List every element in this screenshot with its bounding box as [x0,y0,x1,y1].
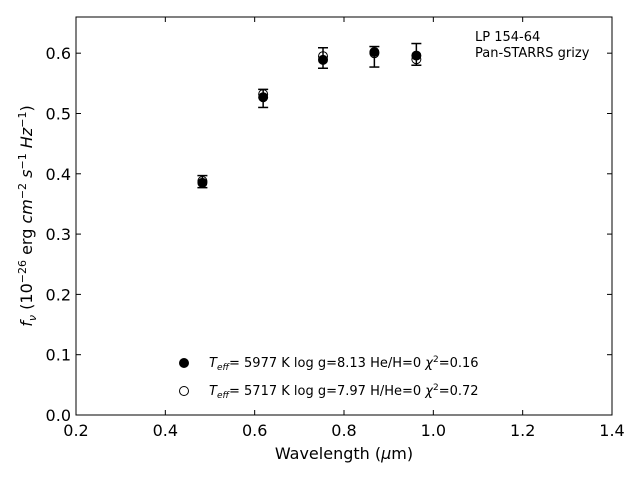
legend-entry-2: Teff= 5717 K log g=7.97 H/He=0 χ2=0.72 [179,383,479,401]
y-axis-label: fν (10−26 erg cm−2 s−1 Hz−1) [16,105,39,326]
filled-point-3 [369,46,380,57]
legend-entry-1: Teff= 5977 K log g=8.13 He/H=0 χ2=0.16 [179,355,479,373]
y-tick-label-6: 0.6 [46,44,71,63]
filled-point-0 [197,177,208,188]
legend-marker-open [179,386,189,396]
x-tick-label-5: 1.2 [510,421,535,440]
y-tick-label-5: 0.5 [46,104,71,123]
filled-point-4 [411,50,422,61]
x-tick-label-1: 0.4 [153,421,178,440]
y-tick-label-3: 0.3 [46,225,71,244]
y-tick-label-4: 0.4 [46,165,71,184]
x-axis-label: Wavelength (μm) [275,444,413,463]
x-tick-label-3: 0.8 [331,421,356,440]
x-tick-label-0: 0.2 [63,421,88,440]
data-marks [197,42,422,189]
annotation-survey: Pan-STARRS grizy [475,46,590,61]
legend-label-1: Teff= 5977 K log g=8.13 He/H=0 χ2=0.16 [209,355,479,373]
x-tick-label-4: 1.0 [421,421,446,440]
x-tick-label-2: 0.6 [242,421,267,440]
legend-marker-filled [179,358,189,368]
annotation: LP 154-64 Pan-STARRS grizy [475,30,590,61]
y-tick-label-0: 0.0 [46,406,71,425]
y-tick-label-1: 0.1 [46,346,71,365]
axis-ticks: 0.2 0.4 0.6 0.8 1.0 1.2 1.4 0.0 0.1 0.2 0.3 0.4 0.5 0… [46,17,625,440]
y-tick-label-2: 0.2 [46,285,71,304]
legend-label-2: Teff= 5717 K log g=7.97 H/He=0 χ2=0.72 [209,383,479,401]
legend: Teff= 5977 K log g=8.13 He/H=0 χ2=0.16 T… [179,355,479,401]
filled-point-1 [258,92,269,103]
filled-point-2 [318,54,329,65]
annotation-object: LP 154-64 [475,30,540,45]
x-tick-label-6: 1.4 [599,421,624,440]
